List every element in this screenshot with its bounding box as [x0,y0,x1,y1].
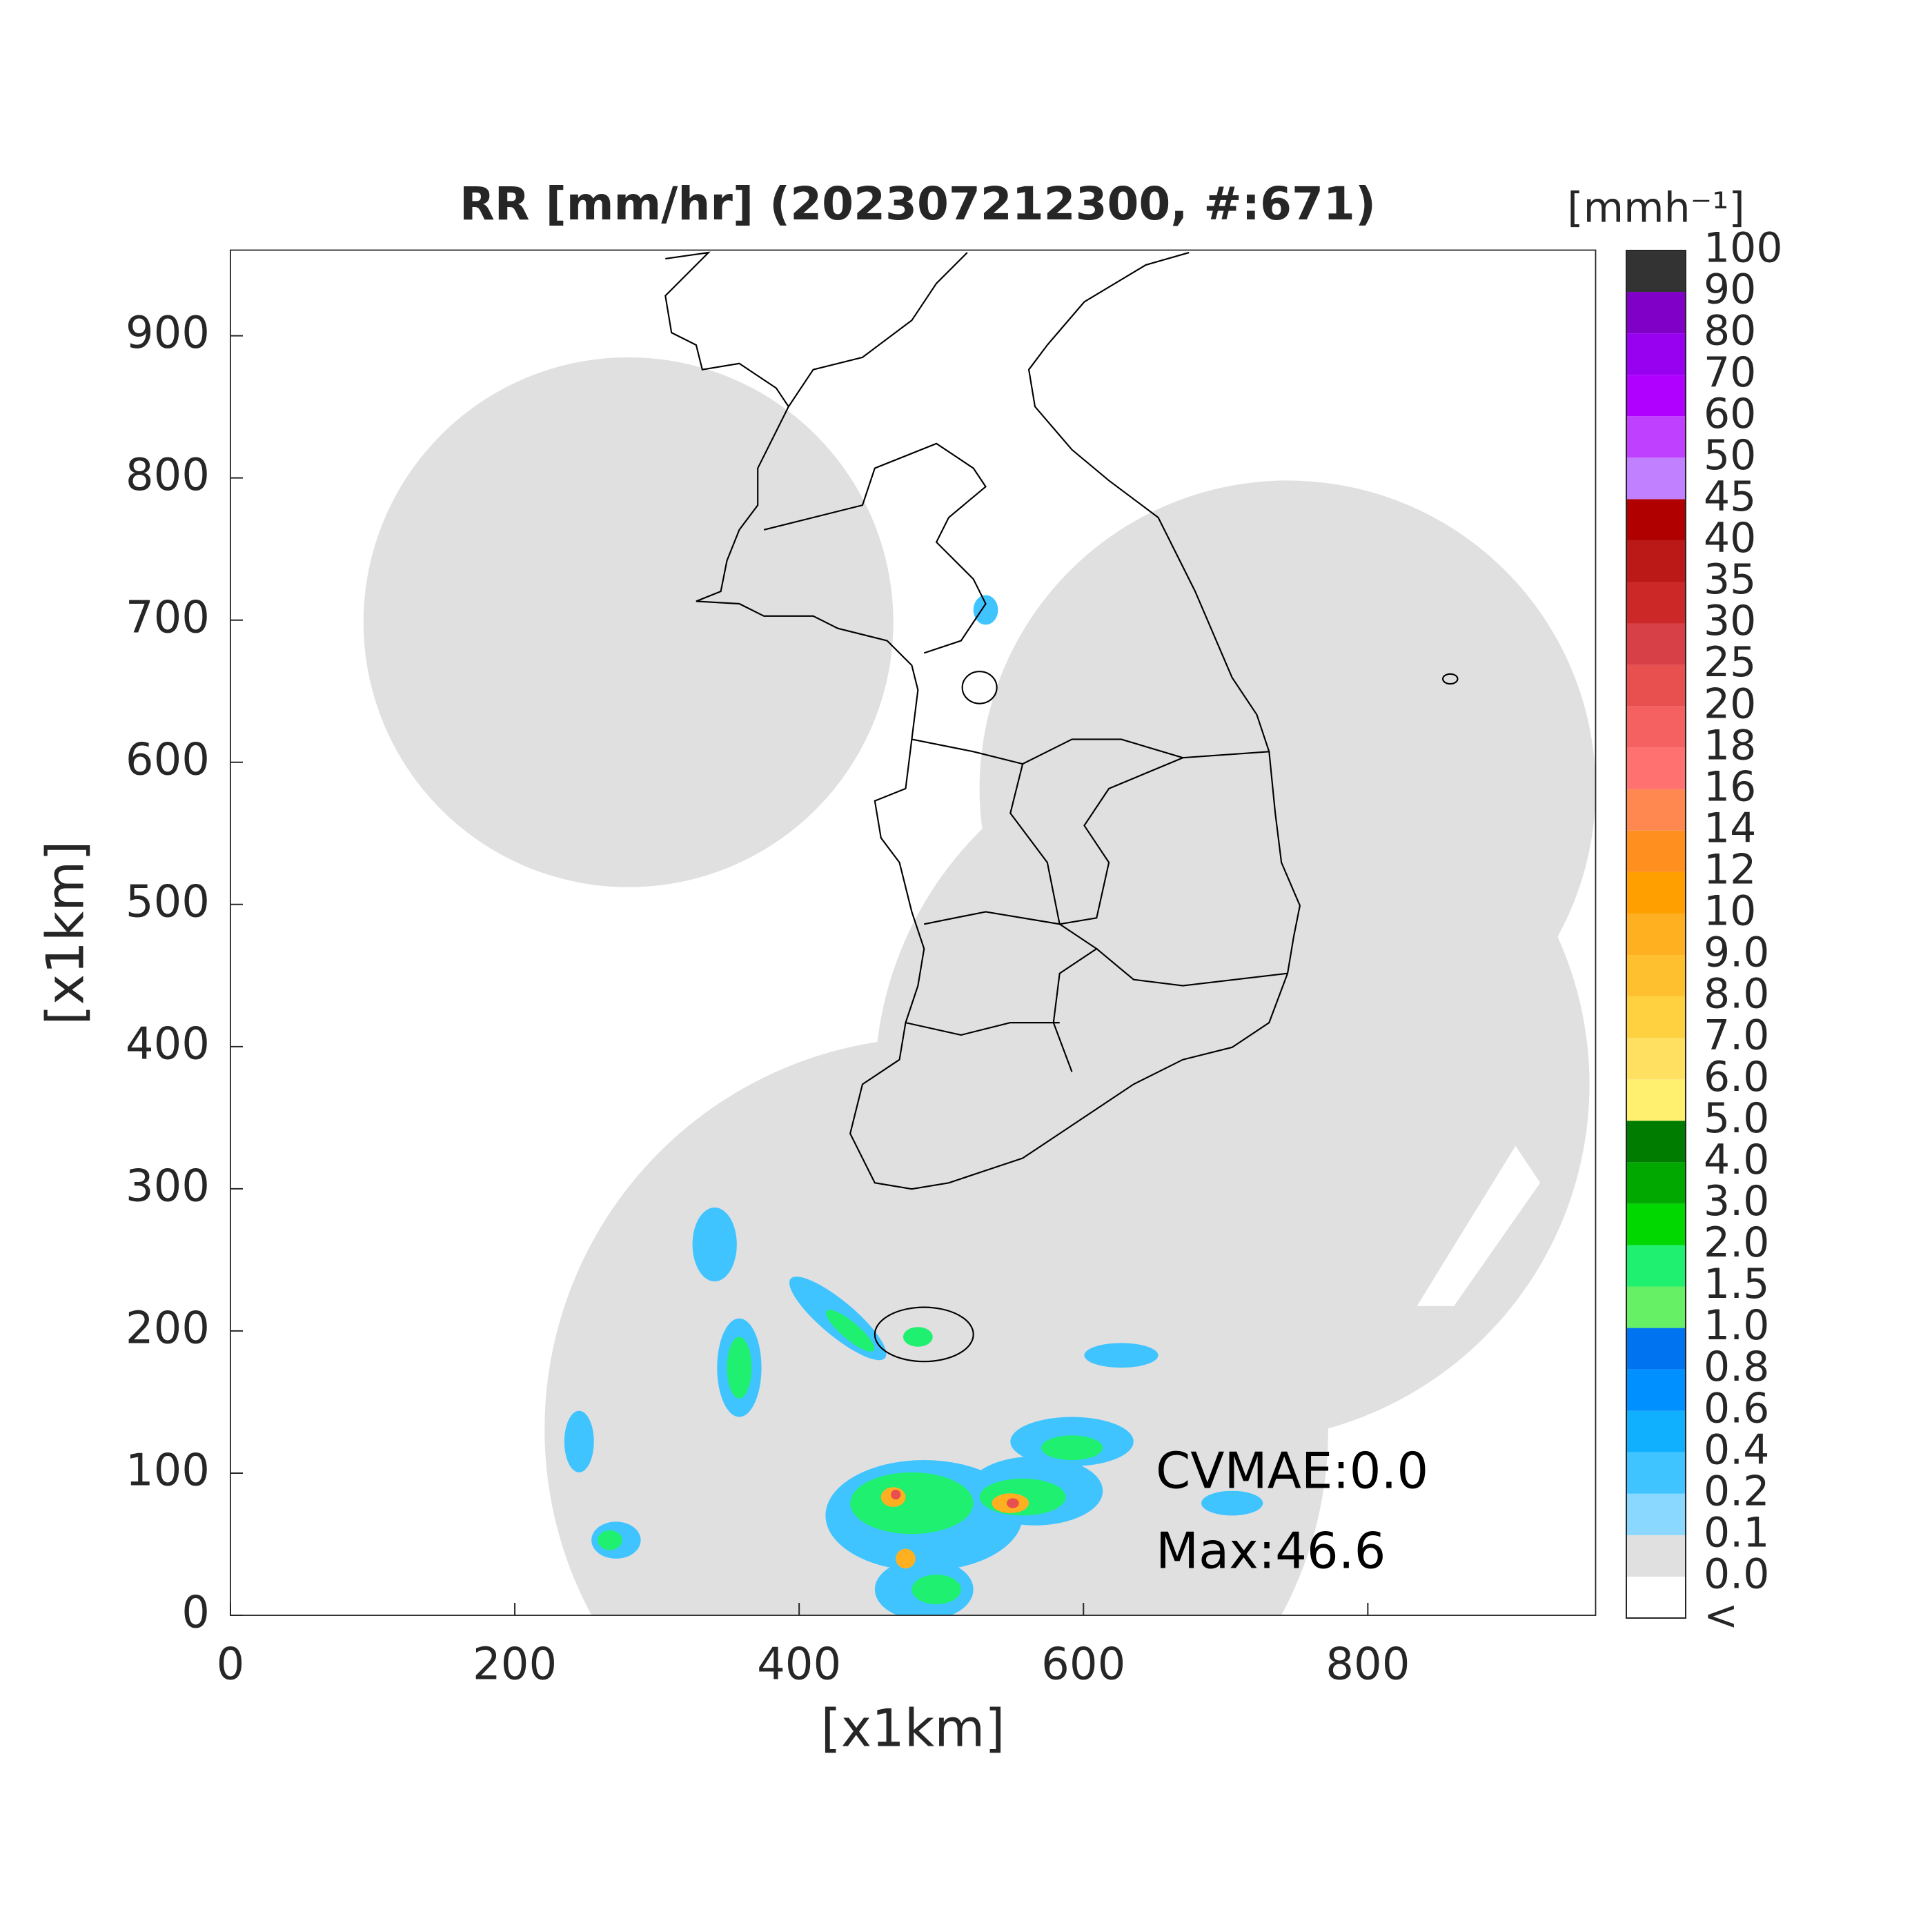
y-tick-label: 100 [126,1446,210,1497]
y-axis-label: [x1km] [35,840,96,1025]
colorbar-label: 5.0 [1704,1094,1769,1143]
colorbar-label: 50 [1704,431,1756,480]
colorbar-label: 7.0 [1704,1012,1769,1060]
colorbar-band [1626,1493,1686,1535]
colorbar-band [1626,1162,1686,1204]
colorbar-label: 10 [1704,887,1756,936]
x-tick-label: 200 [473,1639,557,1690]
colorbar-label: 1.5 [1704,1260,1769,1308]
colorbar-label: 20 [1704,680,1756,728]
colorbar-label: 4.0 [1704,1136,1769,1184]
x-tick-label: 400 [757,1639,841,1690]
x-tick-label: 600 [1041,1639,1125,1690]
x-tick-label: 800 [1325,1639,1410,1690]
colorbar-label: 100 [1704,224,1783,273]
colorbar-label: 18 [1704,721,1756,769]
colorbar-label: 16 [1704,762,1756,811]
colorbar-band [1626,706,1686,748]
y-tick-label: 500 [126,876,210,927]
colorbar-label: 14 [1704,804,1756,852]
colorbar-band [1626,623,1686,665]
colorbar-band [1626,1410,1686,1452]
colorbar-band [1626,1038,1686,1080]
colorbar-band [1626,664,1686,707]
colorbar-band [1626,333,1686,375]
annotation: CVMAE:0.0 [1156,1442,1428,1500]
y-tick-label: 900 [126,308,210,359]
colorbar-label: 0.2 [1704,1467,1769,1515]
colorbar-band [1626,747,1686,789]
colorbar-label: 40 [1704,514,1756,562]
colorbar-label: 45 [1704,473,1756,521]
x-tick-label: 0 [217,1639,245,1690]
colorbar-label: 0.8 [1704,1343,1769,1391]
y-tick-label: 0 [181,1588,210,1639]
colorbar-label: < [1704,1592,1738,1640]
colorbar-band [1626,1245,1686,1287]
map-layer [230,249,1597,1616]
colorbar-label: 8.0 [1704,970,1769,1018]
colorbar-band [1626,416,1686,458]
colorbar-band [1626,375,1686,417]
colorbar-label: 0.0 [1704,1550,1769,1599]
colorbar-band [1626,457,1686,500]
colorbar-band [1626,1286,1686,1328]
coastline [664,251,1459,1363]
colorbar-band [1626,1079,1686,1121]
colorbar-label: 1.0 [1704,1301,1769,1350]
colorbar-label: 0.6 [1704,1384,1769,1432]
y-tick-label: 200 [126,1303,210,1354]
colorbar-label: 25 [1704,638,1756,687]
y-tick-label: 700 [126,592,210,643]
colorbar-band [1626,1535,1686,1577]
colorbar-label: 0.4 [1704,1426,1769,1474]
colorbar-band [1626,1452,1686,1494]
colorbar-label: 90 [1704,266,1756,314]
colorbar-band [1626,871,1686,914]
colorbar-band [1626,913,1686,956]
annotation: Max:46.6 [1156,1522,1386,1580]
colorbar-frame [1626,250,1686,1619]
colorbar-label: 2.0 [1704,1219,1769,1267]
axes-frame [230,249,1597,1616]
colorbar-label: 12 [1704,846,1756,894]
colorbar-label: 35 [1704,555,1756,604]
colorbar-label: 30 [1704,597,1756,645]
colorbar-band [1626,1203,1686,1245]
colorbar-label: 3.0 [1704,1177,1769,1225]
colorbar-label: 0.1 [1704,1508,1769,1557]
colorbar-band [1626,1121,1686,1163]
colorbar-label: 9.0 [1704,929,1769,977]
colorbar-band [1626,1369,1686,1411]
colorbar-band [1626,499,1686,541]
x-axis-label: [x1km] [820,1698,1005,1759]
colorbar-band [1626,955,1686,997]
y-tick-label: 300 [126,1161,210,1212]
colorbar-label: 6.0 [1704,1053,1769,1101]
colorbar-band [1626,292,1686,334]
colorbar-label: 70 [1704,348,1756,397]
y-tick-label: 600 [126,734,210,785]
colorbar-band [1626,996,1686,1038]
colorbar-band [1626,540,1686,582]
chart-title: RR [mm/hr] (202307212300, #:671) [460,177,1376,230]
colorbar-label: 80 [1704,307,1756,355]
colorbar-label: 60 [1704,390,1756,438]
colorbar-band [1626,250,1686,293]
colorbar-band [1626,1576,1686,1618]
precipitation [564,595,1263,1616]
colorbar-band [1626,789,1686,831]
colorbar-band [1626,830,1686,872]
colorbar-band [1626,1328,1686,1370]
y-tick-label: 400 [126,1018,210,1070]
radar-coverage [363,357,1596,1616]
colorbar-band [1626,582,1686,624]
y-tick-label: 800 [126,450,210,501]
colorbar-title: [mmh⁻¹] [1567,184,1744,233]
